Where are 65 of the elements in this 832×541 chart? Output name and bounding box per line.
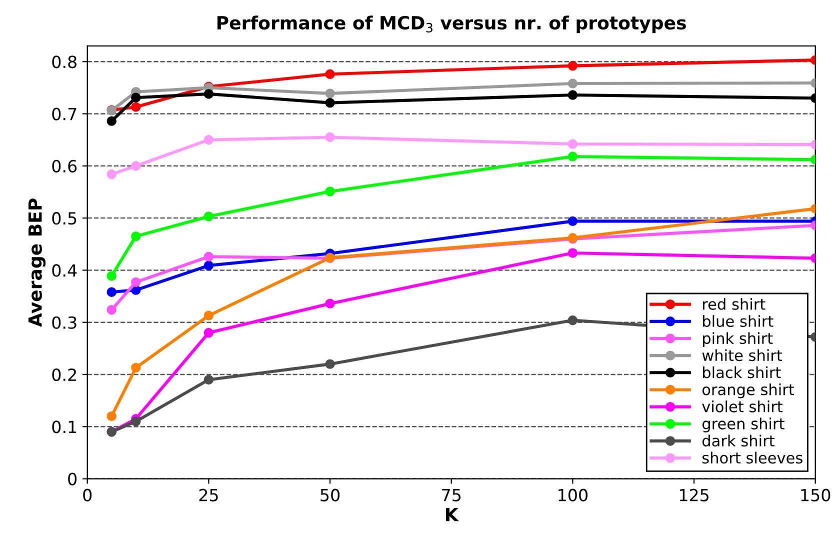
point	[325, 69, 335, 80]
x-tick-label: 150	[801, 488, 830, 502]
legend-label: blue shirt	[703, 315, 774, 327]
y-tick-label: 0	[68, 472, 77, 486]
point	[131, 231, 141, 242]
point	[325, 132, 335, 142]
point	[106, 169, 116, 180]
y-tick-label: 0.4	[52, 264, 77, 277]
point	[131, 416, 141, 426]
x-tick-label: 125	[680, 488, 708, 502]
point	[131, 92, 141, 102]
point	[325, 98, 335, 108]
chart-title: Performance of MCD$_{3}$ versus nr. of prototypes	[217, 16, 686, 34]
y-tick-label: 0.7	[52, 108, 76, 120]
legend-label: short sleeves	[702, 452, 802, 464]
point	[106, 271, 116, 281]
x-tick-label: 0	[83, 488, 92, 502]
point	[568, 152, 578, 162]
legend-label: orange shirt	[702, 383, 794, 398]
point	[325, 298, 335, 308]
point	[568, 315, 578, 326]
legend-label: black shirt	[703, 366, 781, 378]
y-tick-label: 0.8	[52, 56, 76, 68]
point	[106, 411, 116, 422]
y-axis-title: Average BEP	[28, 198, 46, 327]
legend-label: dark shirt	[702, 434, 774, 447]
point	[131, 362, 141, 373]
y-tick-label: 0.6	[52, 160, 77, 172]
point	[568, 139, 578, 149]
point	[568, 60, 578, 71]
point	[204, 310, 214, 320]
y-tick-label: 0.5	[52, 212, 76, 225]
point	[131, 277, 141, 288]
x-tick-label: 25	[199, 488, 218, 502]
legend-label: red shirt	[703, 298, 766, 310]
point	[325, 88, 335, 98]
point	[568, 216, 578, 226]
x-tick-label: 100	[558, 488, 588, 502]
x-tick-label: 75	[442, 489, 461, 502]
point	[325, 186, 335, 196]
point	[131, 161, 141, 171]
x-tick-label: 50	[320, 488, 340, 502]
point	[131, 102, 141, 112]
point	[325, 359, 335, 369]
point	[204, 134, 214, 145]
point	[204, 260, 214, 270]
point	[106, 287, 116, 297]
point	[204, 212, 214, 222]
point	[204, 252, 214, 262]
point	[106, 304, 116, 315]
x-axis-title: K	[446, 508, 459, 522]
point	[568, 248, 578, 258]
point	[204, 374, 214, 385]
legend-label: green shirt	[702, 418, 784, 432]
point	[568, 78, 578, 88]
y-tick-label: 0.3	[52, 316, 76, 329]
legend-label: white shirt	[702, 349, 782, 362]
legend-label: violet shirt	[702, 400, 783, 412]
point	[204, 89, 214, 99]
point	[106, 116, 116, 126]
point	[568, 90, 578, 100]
y-tick-label: 0.2	[52, 368, 76, 382]
legend-label: pink shirt	[703, 332, 773, 348]
y-tick-label: 0.1	[52, 420, 76, 434]
point	[204, 328, 214, 338]
